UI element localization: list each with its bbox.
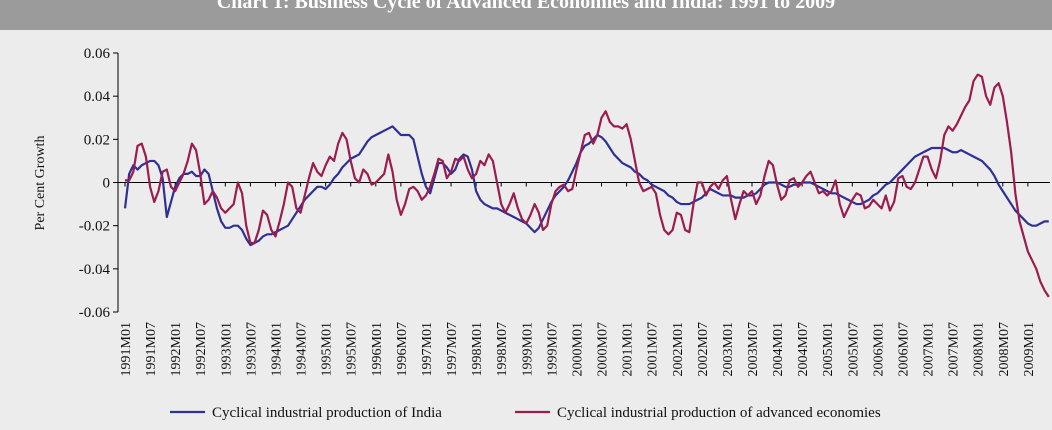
x-tick-label: 2006M01 [871, 322, 886, 376]
y-tick-label: 0 [103, 176, 111, 192]
x-tick-label: 2009M01 [1022, 322, 1037, 376]
y-axis-label: Per Cent Growth [33, 136, 48, 231]
x-tick-label: 1991M01 [119, 322, 134, 376]
y-tick-label: -0.06 [79, 305, 111, 321]
x-tick-label: 1992M01 [169, 322, 184, 376]
x-tick-label: 2003M07 [746, 322, 761, 376]
x-tick-label: 1997M01 [420, 322, 435, 376]
x-tick-label: 2008M07 [997, 322, 1012, 376]
x-tick-label: 2007M01 [922, 322, 937, 376]
x-tick-label: 1991M07 [144, 322, 159, 376]
x-tick-label: 2007M07 [947, 322, 962, 376]
x-tick-label: 2005M01 [821, 322, 836, 376]
x-tick-label: 1994M07 [295, 322, 310, 376]
x-tick-label: 1995M01 [320, 322, 335, 376]
x-tick-label: 1998M07 [495, 322, 510, 376]
y-tick-label: 0.06 [84, 46, 111, 62]
x-tick-label: 1996M01 [370, 322, 385, 376]
x-tick-label: 2003M01 [721, 322, 736, 376]
x-tick-label: 1995M07 [345, 322, 360, 376]
x-tick-label: 2002M01 [671, 322, 686, 376]
x-tick-label: 1999M07 [545, 322, 560, 376]
x-tick-label: 1992M07 [194, 322, 209, 376]
x-tick-label: 1997M07 [445, 322, 460, 376]
series-line [123, 125, 1049, 247]
x-tick-label: 1993M07 [244, 322, 259, 376]
title-band [0, 0, 1052, 30]
x-tick-label: 2006M07 [896, 322, 911, 376]
x-tick-label: 1998M01 [470, 322, 485, 376]
x-tick-label: 1994M01 [269, 322, 284, 376]
series-line [125, 73, 1050, 298]
chart-title: Chart 1: Business Cycle of Advanced Econ… [217, 0, 835, 13]
x-tick-label: 2008M01 [972, 322, 987, 376]
y-tick-label: 0.04 [84, 89, 111, 105]
x-tick-label: 2002M07 [696, 322, 711, 376]
x-tick-label: 1996M07 [395, 322, 410, 376]
x-tick-label: 1993M01 [219, 322, 234, 376]
y-tick-label: -0.02 [79, 219, 110, 235]
x-tick-label: 2005M07 [846, 322, 861, 376]
x-tick-label: 2001M07 [646, 322, 661, 376]
x-tick-label: 2000M07 [596, 322, 611, 376]
y-tick-label: 0.02 [84, 132, 110, 148]
legend-label: Cyclical industrial production of advanc… [557, 405, 881, 421]
y-tick-label: -0.04 [79, 262, 111, 278]
x-tick-label: 2001M01 [621, 322, 636, 376]
legend-label: Cyclical industrial production of India [212, 405, 442, 421]
x-tick-label: 1999M01 [520, 322, 535, 376]
x-tick-label: 2004M01 [771, 322, 786, 376]
x-tick-label: 2000M01 [570, 322, 585, 376]
x-tick-label: 2004M07 [796, 322, 811, 376]
